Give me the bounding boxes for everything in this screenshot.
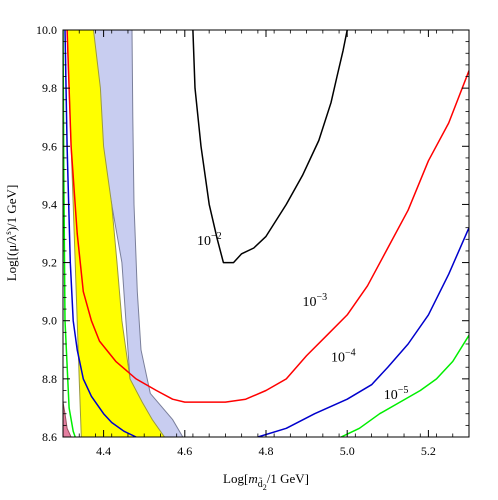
curve-1e-2-line bbox=[192, 30, 348, 264]
y-tick-label: 9.0 bbox=[42, 314, 57, 328]
y-tick-label: 9.4 bbox=[42, 197, 57, 211]
yellow-band-region bbox=[66, 30, 166, 437]
curve-labels: 10−2 10−3 10−4 10−5 bbox=[197, 231, 408, 403]
y-tick-label: 8.8 bbox=[42, 372, 57, 386]
curve-1e-4-line bbox=[64, 30, 137, 437]
label-1e-5: 10−5 bbox=[384, 385, 409, 403]
y-tick-label: 9.2 bbox=[42, 256, 57, 270]
label-1e-2: 10−2 bbox=[197, 231, 222, 249]
x-axis-title: Log[md̃2/1 GeV] bbox=[223, 471, 309, 492]
curve-1e-5-line bbox=[63, 30, 76, 437]
y-tick-label: 8.6 bbox=[42, 430, 57, 444]
curve-1e-4-branch-2 bbox=[257, 227, 469, 437]
x-tick-label: 4.4 bbox=[96, 444, 111, 458]
shaded-regions bbox=[63, 30, 184, 437]
axis-ticks: 4.4 4.6 4.8 5.0 5.2 8.6 8.8 9.0 9.2 9.4 9.6 9.8 10.0 bbox=[36, 23, 470, 458]
x-tick-label: 5.2 bbox=[421, 444, 436, 458]
y-axis-title: Log[(μ/λs)/1 GeV] bbox=[3, 185, 19, 282]
x-tick-label: 4.8 bbox=[259, 444, 274, 458]
label-1e-4: 10−4 bbox=[331, 347, 356, 365]
label-1e-3: 10−3 bbox=[303, 292, 328, 310]
y-tick-label: 9.6 bbox=[42, 139, 57, 153]
y-tick-label: 10.0 bbox=[36, 23, 57, 37]
curve-1e-3-line bbox=[66, 30, 469, 403]
curve-1e-5-branch-2 bbox=[340, 334, 469, 437]
y-tick-label: 9.8 bbox=[42, 81, 57, 95]
x-tick-label: 5.0 bbox=[340, 444, 355, 458]
blue-band-region bbox=[78, 30, 184, 437]
pink-band-region bbox=[63, 402, 72, 437]
contour-curves bbox=[63, 30, 469, 437]
x-tick-label: 4.6 bbox=[177, 444, 192, 458]
